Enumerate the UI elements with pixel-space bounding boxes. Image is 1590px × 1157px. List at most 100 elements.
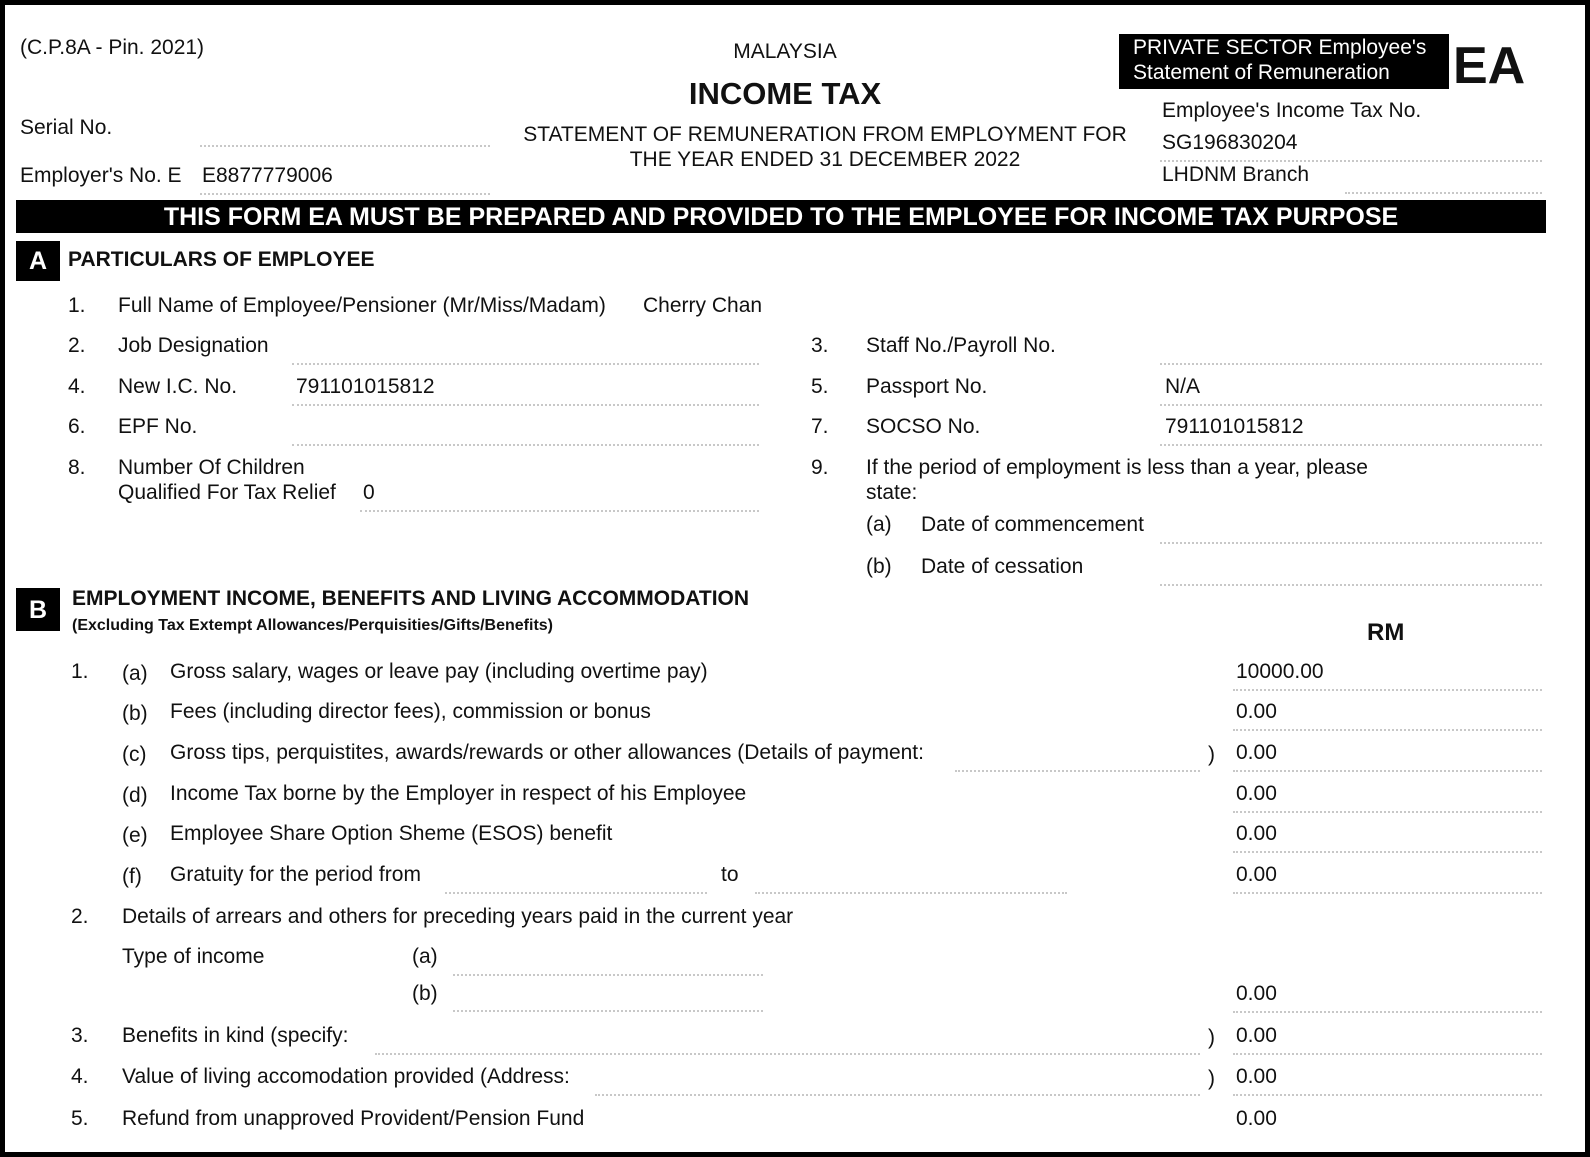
ea-form-page: (C.P.8A - Pin. 2021) MALAYSIA INCOME TAX… [5, 5, 1585, 1152]
currency-header: RM [1367, 619, 1405, 646]
income-row-value: 10000.00 [1236, 660, 1324, 683]
ic-no-field [292, 404, 759, 406]
employer-value: E8877779006 [202, 164, 333, 187]
commencement-label: Date of commencement [921, 513, 1144, 536]
income-row-value: 0.00 [1236, 863, 1277, 886]
full-name-label: Full Name of Employee/Pensioner (Mr/Miss… [118, 294, 606, 317]
sub-letter: (b) [122, 702, 148, 725]
section-a-title: PARTICULARS OF EMPLOYEE [68, 248, 375, 271]
income-row-label: Employee Share Option Sheme (ESOS) benef… [170, 822, 613, 845]
form-code: (C.P.8A - Pin. 2021) [20, 36, 205, 59]
children-label: Number Of Children [118, 456, 305, 479]
paren: ) [1208, 1026, 1215, 1049]
income-row-label: Gratuity for the period from [170, 863, 421, 886]
benefits-value: 0.00 [1236, 1024, 1277, 1047]
income-row-value: 0.00 [1236, 741, 1277, 764]
refund-label: Refund from unapproved Provident/Pension… [122, 1107, 585, 1130]
value-field [1233, 1011, 1542, 1013]
form-title: INCOME TAX [688, 76, 882, 111]
job-designation-label: Job Designation [118, 334, 269, 357]
sub-letter: (a) [122, 662, 148, 685]
value-field [1233, 811, 1542, 813]
income-row-value: 0.00 [1236, 782, 1277, 805]
period-label: If the period of employment is less than… [866, 456, 1368, 479]
socso-label: SOCSO No. [866, 415, 981, 438]
job-designation-field [292, 363, 759, 365]
socso-value: 791101015812 [1165, 415, 1304, 438]
section-b-badge: B [16, 588, 60, 631]
item-number: 2. [68, 334, 86, 357]
item-number: 6. [68, 415, 86, 438]
item-number: 3. [811, 334, 829, 357]
value-field [1233, 892, 1542, 894]
gratuity-to-field [755, 892, 1067, 894]
passport-value: N/A [1165, 375, 1201, 398]
arrears-b-field [453, 1010, 763, 1012]
full-name-value: Cherry Chan [643, 294, 763, 317]
paren: ) [1208, 743, 1215, 766]
sub-letter: (c) [122, 743, 147, 766]
item-number: 5. [71, 1107, 89, 1130]
sub-letter: (b) [412, 982, 438, 1005]
children-value: 0 [363, 481, 375, 504]
value-field [1233, 689, 1542, 691]
details-field [955, 770, 1200, 772]
item-number: 5. [811, 375, 829, 398]
section-b-title: EMPLOYMENT INCOME, BENEFITS AND LIVING A… [72, 587, 750, 610]
section-b-subtitle: (Excluding Tax Extempt Allowances/Perqui… [72, 617, 553, 634]
epf-label: EPF No. [118, 415, 198, 438]
children-label-2: Qualified For Tax Relief [118, 481, 336, 504]
branch-label: LHDNM Branch [1162, 163, 1310, 186]
statement-line1: STATEMENT OF REMUNERATION FROM EMPLOYMEN… [523, 123, 1127, 146]
item-number: 8. [68, 456, 86, 479]
to-label: to [721, 863, 739, 886]
type-of-income-label: Type of income [122, 945, 265, 968]
item-number: 4. [68, 375, 86, 398]
ic-no-label: New I.C. No. [118, 375, 238, 398]
item-number: 3. [71, 1024, 89, 1047]
tax-no-label: Employee's Income Tax No. [1162, 99, 1422, 122]
paren: ) [1208, 1067, 1215, 1090]
ic-no-value: 791101015812 [296, 375, 435, 398]
banner-text: THIS FORM EA MUST BE PREPARED AND PROVID… [163, 203, 1399, 231]
value-field [1233, 1053, 1542, 1055]
country: MALAYSIA [733, 40, 837, 63]
period-label-2: state: [866, 481, 918, 504]
commencement-field [1160, 542, 1542, 544]
staff-no-label: Staff No./Payroll No. [866, 334, 1056, 357]
sub-letter: (a) [412, 945, 438, 968]
sub-letter: (e) [122, 824, 148, 847]
sector-line1: PRIVATE SECTOR Employee's [1133, 36, 1427, 59]
sub-letter: (d) [122, 784, 148, 807]
employer-field [200, 193, 490, 195]
income-row-label: Fees (including director fees), commissi… [170, 700, 651, 723]
income-row-label: Gross salary, wages or leave pay (includ… [170, 660, 708, 683]
arrears-value: 0.00 [1236, 982, 1277, 1005]
passport-label: Passport No. [866, 375, 988, 398]
refund-value: 0.00 [1236, 1107, 1277, 1130]
item-number: 9. [811, 456, 829, 479]
income-row-label: Income Tax borne by the Employer in resp… [170, 782, 747, 805]
value-field [1233, 1094, 1542, 1096]
sub-letter: (f) [122, 865, 142, 888]
children-field [360, 510, 759, 512]
income-row-value: 0.00 [1236, 822, 1277, 845]
item-number: 4. [71, 1065, 89, 1088]
serial-field [200, 145, 490, 147]
living-value: 0.00 [1236, 1065, 1277, 1088]
item-number: 1. [71, 660, 89, 683]
living-label: Value of living accomodation provided (A… [122, 1065, 570, 1088]
item-number: 2. [71, 905, 89, 928]
income-row-label: Gross tips, perquistites, awards/rewards… [170, 741, 924, 764]
section-a-letter: A [28, 247, 48, 275]
epf-field [292, 444, 759, 446]
employer-label: Employer's No. E [20, 164, 182, 187]
item-number: 7. [811, 415, 829, 438]
cessation-label: Date of cessation [921, 555, 1084, 578]
form-type-ea: EA [1453, 37, 1526, 95]
banner: THIS FORM EA MUST BE PREPARED AND PROVID… [16, 200, 1546, 233]
cessation-field [1160, 584, 1542, 586]
value-field [1233, 770, 1542, 772]
arrears-label: Details of arrears and others for preced… [122, 905, 794, 928]
income-row-value: 0.00 [1236, 700, 1277, 723]
